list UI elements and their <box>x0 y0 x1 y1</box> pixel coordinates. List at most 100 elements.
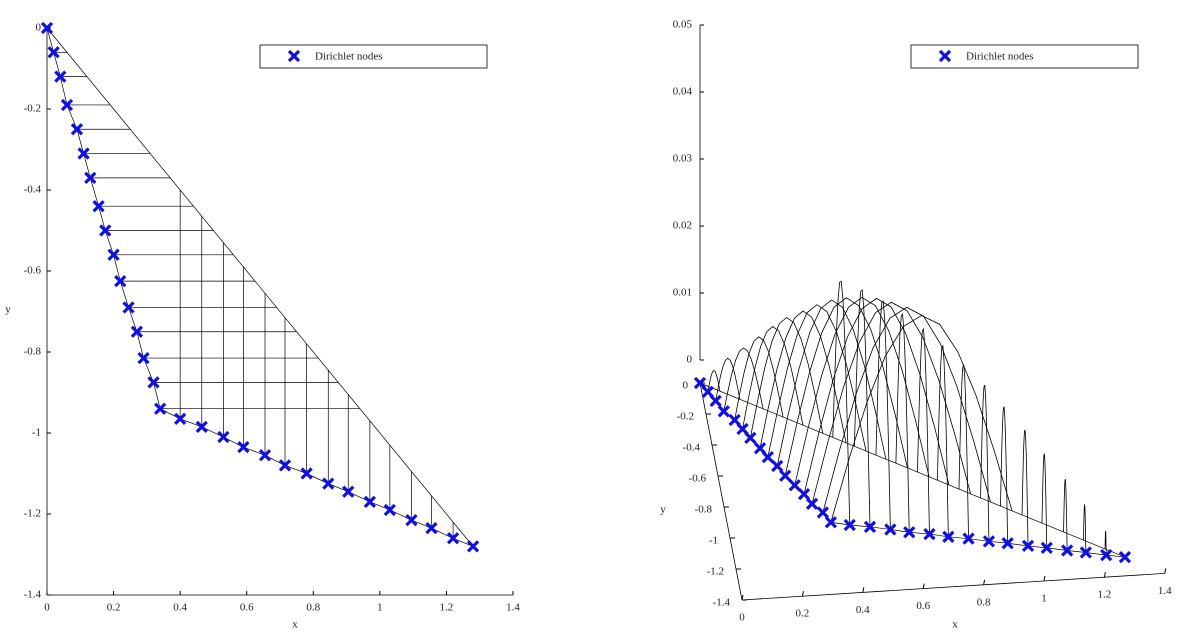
z-tick-label: 0.05 <box>673 19 693 31</box>
dirichlet-node <box>982 535 996 548</box>
dirichlet-node <box>903 526 916 539</box>
x-tick-label: 1.4 <box>1158 585 1172 597</box>
dirichlet-node <box>962 532 975 545</box>
dirichlet-node <box>322 477 335 490</box>
dirichlet-node <box>816 506 830 519</box>
mesh-line <box>1104 530 1107 556</box>
z-tick-label: 0.02 <box>673 220 692 232</box>
x-tick-label: 1 <box>377 602 383 614</box>
y-axis-label: y <box>5 304 11 316</box>
x-tick <box>862 587 865 593</box>
y-tick-label: 0 <box>36 22 42 34</box>
x-tick-label: 0 <box>739 612 745 624</box>
dirichlet-node <box>863 520 877 533</box>
x-tick-label: 0.6 <box>240 602 254 614</box>
y-tick-label: -1 <box>709 535 718 547</box>
x-tick-label: 0.6 <box>916 600 930 612</box>
dirichlet-node <box>753 442 767 455</box>
dirichlet-node <box>717 405 730 418</box>
dirichlet-node <box>709 394 722 407</box>
x-tick-label: 1.2 <box>1098 589 1112 601</box>
dirichlet-node <box>147 376 160 389</box>
dirichlet-node <box>237 441 250 454</box>
dirichlet-node <box>84 171 97 184</box>
z-tick-label: 0.03 <box>673 153 693 165</box>
dirichlet-node <box>1061 544 1074 557</box>
dirichlet-node <box>122 301 135 314</box>
dirichlet-node <box>923 527 936 541</box>
x-tick <box>741 594 744 601</box>
x-tick-label: 0.2 <box>107 602 121 614</box>
x-tick <box>1164 568 1167 574</box>
mesh-line <box>767 304 867 458</box>
dirichlet-node <box>77 147 90 160</box>
dirichlet-node <box>942 530 955 543</box>
dirichlet-node <box>54 70 67 83</box>
x-tick-label: 0.4 <box>173 602 187 614</box>
y-tick-label: 0 <box>683 380 689 392</box>
dirichlet-node <box>701 385 714 399</box>
mesh-line <box>794 296 930 486</box>
dirichlet-node <box>1118 550 1132 564</box>
dirichlet-node <box>446 532 460 545</box>
x-tick <box>922 583 925 589</box>
dirichlet-node <box>47 46 60 59</box>
x-tick-label: 0.8 <box>977 596 991 608</box>
x-tick-label: 0.2 <box>796 608 810 620</box>
dirichlet-node <box>114 274 127 288</box>
y-tick-label: -0.8 <box>24 346 42 358</box>
mesh-line <box>707 370 721 392</box>
legend-box <box>910 44 1139 69</box>
x-axis <box>741 573 1165 601</box>
legend-box <box>259 44 488 69</box>
z-tick-label: 0.04 <box>673 86 693 98</box>
mesh-line <box>742 326 804 430</box>
x-axis-label: x <box>952 619 958 631</box>
dirichlet-node <box>70 123 84 136</box>
mesh-line <box>853 289 871 527</box>
dirichlet-node <box>258 449 272 462</box>
dirichlet-node <box>342 485 355 498</box>
dirichlet-node <box>60 98 74 112</box>
dirichlet-node <box>217 430 230 444</box>
dirichlet-node <box>195 420 208 434</box>
mesh-line <box>1063 478 1068 551</box>
dirichlet-node <box>425 522 438 535</box>
x-tick <box>1043 575 1046 582</box>
dirichlet-node <box>728 413 741 427</box>
mesh-line <box>1021 429 1029 546</box>
dirichlet-node <box>1021 539 1035 553</box>
x-tick-label: 0.8 <box>306 602 320 614</box>
x-tick-label: 1.2 <box>440 602 454 614</box>
mesh-line <box>699 382 1126 558</box>
mesh-line <box>749 316 824 438</box>
dirichlet-node <box>92 200 105 213</box>
mesh-line <box>759 310 847 449</box>
mesh-line <box>875 300 891 530</box>
dirichlet-node <box>1040 541 1053 555</box>
x-tick-label: 0 <box>44 602 50 614</box>
y-tick-label: -1.2 <box>707 566 724 578</box>
dirichlet-node <box>154 402 167 415</box>
dirichlet-node <box>174 412 187 425</box>
y-tick-label: -0.6 <box>689 473 707 485</box>
mesh-line <box>980 384 990 542</box>
mesh-line <box>832 280 851 525</box>
x-tick-label: 1 <box>1041 593 1047 605</box>
dirichlet-node <box>99 224 112 237</box>
legend-marker <box>287 49 301 63</box>
x-axis-label: x <box>292 619 298 631</box>
dirichlet-node <box>884 523 897 536</box>
y-axis-label: y <box>660 504 666 516</box>
dirichlet-node <box>278 459 292 472</box>
legend-label: Dirichlet nodes <box>966 51 1034 63</box>
dirichlet-node <box>744 431 757 445</box>
mesh-line <box>723 347 764 412</box>
y-tick-label: -1.4 <box>24 589 42 601</box>
x-tick-label: 0.4 <box>856 604 870 616</box>
dirichlet-node <box>736 422 749 436</box>
mesh-line <box>917 327 930 535</box>
y-tick-label: -1 <box>32 427 41 439</box>
dirichlet-node <box>1001 537 1014 550</box>
